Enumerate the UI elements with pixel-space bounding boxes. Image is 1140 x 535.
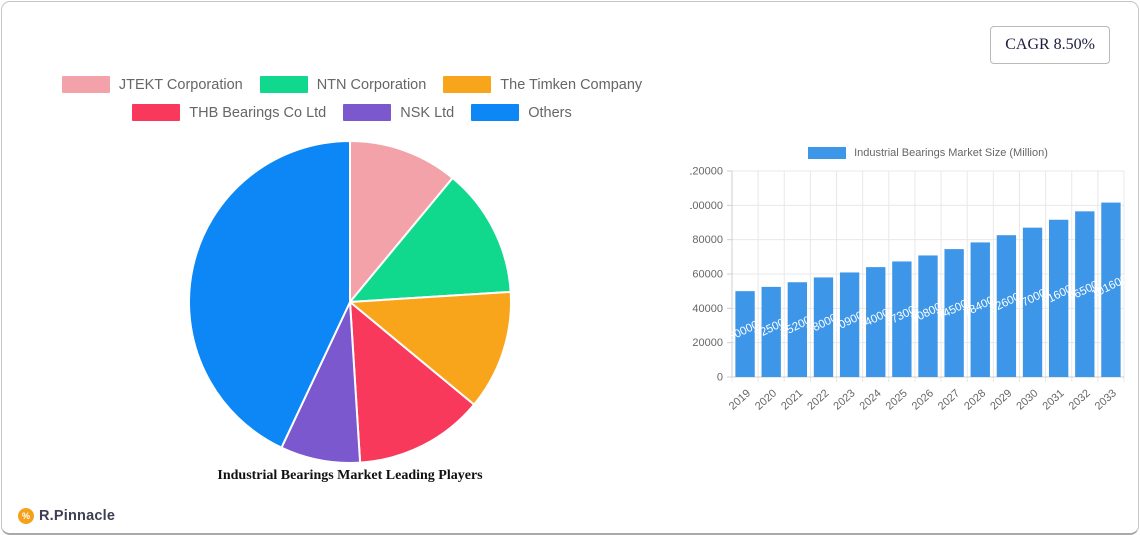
x-axis-tick-label: 2025 — [884, 387, 910, 412]
bar-2023[interactable] — [839, 272, 860, 377]
bar-2031[interactable] — [1048, 219, 1069, 377]
x-axis-tick-label: 2031 — [1040, 387, 1066, 412]
legend-swatch — [471, 104, 520, 121]
legend-label: Others — [528, 104, 572, 121]
bar-2029[interactable] — [996, 235, 1017, 377]
legend-swatch — [443, 76, 492, 93]
pie-legend: JTEKT Corporation NTN Corporation The Timk… — [2, 76, 702, 121]
pie-legend-item-nsk-ltd[interactable]: NSK Ltd — [343, 104, 454, 121]
x-axis-tick-label: 2030 — [1014, 387, 1040, 412]
x-axis-tick-label: 2029 — [988, 387, 1014, 412]
x-axis-tick-label: 2028 — [962, 387, 988, 412]
y-axis-tick-label: 0 — [717, 372, 723, 384]
pie-slice-the-timken-company[interactable] — [349, 290, 512, 406]
bar-2021[interactable] — [787, 282, 808, 377]
x-axis-tick-label: 2032 — [1067, 387, 1093, 412]
legend-swatch — [132, 104, 181, 121]
y-axis-tick-label: 100000 — [690, 200, 723, 212]
pie-slice-ntn-corporation[interactable] — [349, 176, 512, 303]
x-axis-tick-label: 2019 — [727, 387, 753, 412]
bar-chart: 0200004000060000800001000001200005000020… — [690, 166, 1129, 413]
x-axis-tick-label: 2024 — [858, 387, 884, 412]
x-axis-tick-label: 2022 — [805, 387, 831, 412]
legend-label: The Timken Company — [500, 76, 643, 93]
pie-legend-item-ntn-corporation[interactable]: NTN Corporation — [259, 76, 427, 93]
brand-logo: % R.Pinnacle — [18, 508, 115, 524]
x-axis-tick-label: 2033 — [1093, 387, 1119, 412]
bar-2026[interactable] — [918, 255, 938, 377]
bar-chart-legend-item[interactable]: Industrial Bearings Market Size (Million… — [732, 147, 1124, 159]
bar-2022[interactable] — [813, 277, 834, 377]
bar-2032[interactable] — [1075, 211, 1095, 377]
legend-label: THB Bearings Co Ltd — [189, 104, 327, 121]
legend-swatch — [259, 76, 308, 93]
pie-legend-item-others[interactable]: Others — [471, 104, 572, 121]
pie-legend-item-thb-bearings-co-ltd[interactable]: THB Bearings Co Ltd — [132, 104, 326, 121]
bar-legend-swatch — [808, 147, 847, 159]
legend-label: NTN Corporation — [316, 76, 427, 93]
bar-2033[interactable] — [1101, 202, 1121, 377]
legend-label: JTEKT Corporation — [118, 76, 243, 93]
pie-slice-jtekt-corporation[interactable] — [349, 140, 454, 303]
x-axis-tick-label: 2020 — [753, 387, 779, 412]
bar-2030[interactable] — [1022, 227, 1043, 377]
pie-slice-thb-bearings-co-ltd[interactable] — [349, 301, 476, 464]
legend-swatch — [61, 76, 110, 93]
bar-chart-container: Industrial Bearings Market Size (Million… — [690, 145, 1140, 435]
y-axis-tick-label: 20000 — [692, 337, 723, 349]
x-axis-tick-label: 2026 — [910, 387, 936, 412]
legend-swatch — [343, 104, 392, 121]
y-axis-tick-label: 60000 — [692, 269, 723, 281]
bar-2019[interactable] — [735, 291, 755, 377]
bar-2027[interactable] — [944, 249, 964, 377]
y-axis-tick-label: 40000 — [692, 303, 723, 315]
x-axis-tick-label: 2023 — [831, 387, 857, 412]
pie-legend-row-2: THB Bearings Co Ltd NSK Ltd Others — [2, 104, 702, 121]
pie-slice-others[interactable] — [188, 140, 351, 449]
pie-chart-title: Industrial Bearings Market Leading Playe… — [217, 468, 483, 483]
brand-circle-icon: % — [18, 508, 34, 524]
x-axis-tick-label: 2021 — [779, 387, 805, 412]
y-axis-tick-label: 80000 — [692, 234, 723, 246]
y-axis-tick-label: 120000 — [690, 166, 723, 178]
pie-legend-item-the-timken-company[interactable]: The Timken Company — [443, 76, 642, 93]
bar-2020[interactable] — [761, 286, 781, 377]
bar-legend-label: Industrial Bearings Market Size (Million… — [854, 147, 1048, 159]
cagr-badge: CAGR 8.50% — [990, 26, 1110, 64]
bar-2025[interactable] — [892, 261, 912, 377]
brand-name: R.Pinnacle — [39, 508, 116, 524]
pie-chart — [188, 140, 512, 464]
pie-legend-item-jtekt-corporation[interactable]: JTEKT Corporation — [61, 76, 243, 93]
x-axis-tick-label: 2027 — [936, 387, 962, 412]
bar-2024[interactable] — [866, 267, 886, 377]
pie-legend-row-1: JTEKT Corporation NTN Corporation The Timk… — [2, 76, 702, 93]
legend-label: NSK Ltd — [400, 104, 455, 121]
bar-2028[interactable] — [970, 242, 990, 377]
